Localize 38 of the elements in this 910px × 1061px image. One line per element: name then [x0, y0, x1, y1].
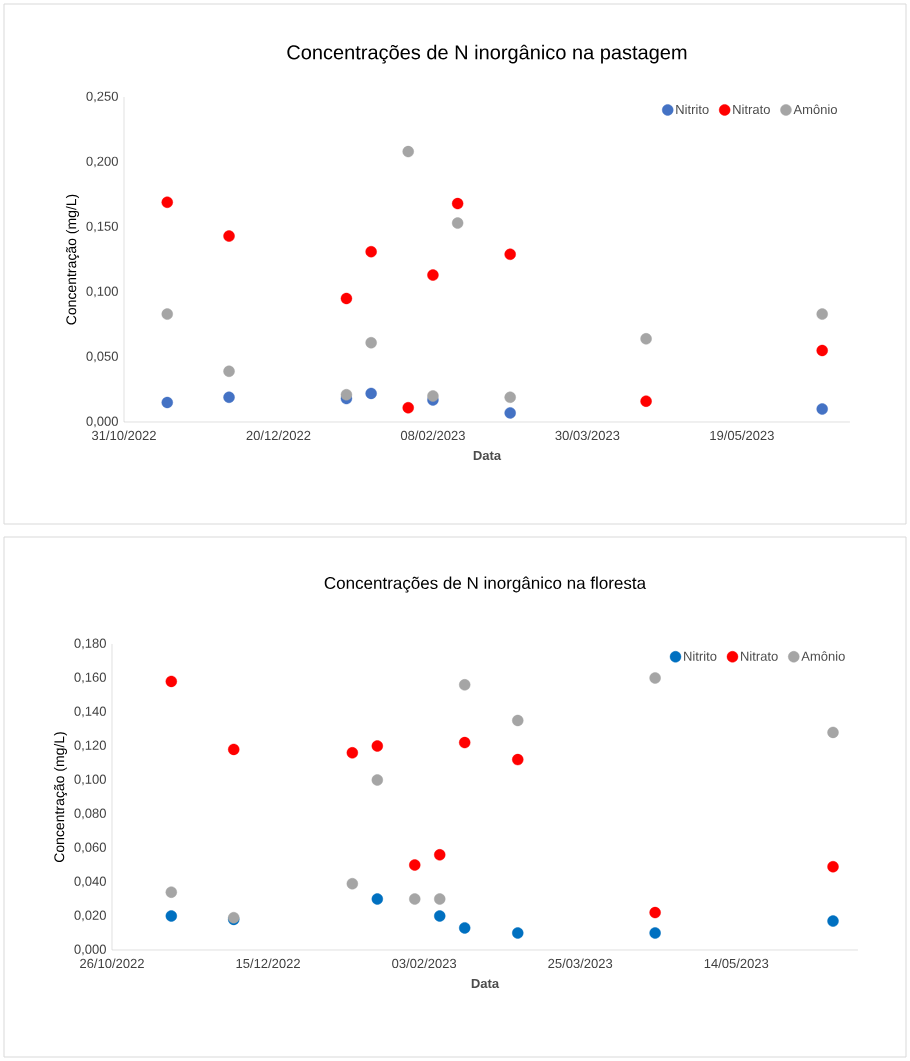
x-axis-title: Data — [473, 450, 502, 461]
y-tick-label: 0,050 — [86, 351, 118, 363]
legend-label: Nitrito — [684, 651, 717, 661]
x-tick-label: 25/03/2023 — [548, 958, 613, 969]
chart-title: Concentrações de N inorgânico na floresta — [324, 576, 647, 593]
x-tick-label: 15/12/2022 — [236, 958, 300, 969]
y-axis-title: Concentração (mg/L) — [65, 194, 80, 325]
y-axis-title: Concentração (mg/L) — [53, 732, 68, 863]
y-tick-label: 0,140 — [74, 706, 106, 718]
legend-label: Amônio — [793, 104, 837, 115]
x-tick-label: 19/05/2023 — [710, 430, 774, 441]
x-tick-label: 03/02/2023 — [392, 958, 457, 969]
legend-label: Amônio — [801, 651, 845, 661]
y-tick-label: 0,080 — [74, 808, 106, 820]
x-tick-label: 20/12/2022 — [246, 430, 311, 441]
y-tick-label: 0,150 — [86, 221, 118, 233]
y-tick-label: 0,040 — [74, 876, 106, 888]
x-tick-label: 26/10/2022 — [80, 958, 144, 969]
y-tick-label: 0,180 — [74, 638, 106, 650]
chart-title: Concentrações de N inorgânico na pastagem — [287, 44, 687, 64]
y-tick-label: 0,160 — [74, 672, 106, 684]
y-tick-label: 0,100 — [74, 774, 106, 786]
x-tick-label: 31/10/2022 — [91, 430, 156, 441]
x-tick-label: 14/05/2023 — [704, 958, 769, 969]
y-tick-label: 0,060 — [74, 842, 106, 854]
x-tick-label: 08/02/2023 — [400, 430, 465, 441]
legend-label: Nitrito — [676, 104, 709, 115]
y-tick-label: 0,020 — [74, 910, 106, 922]
x-axis-title: Data — [471, 978, 500, 989]
y-tick-label: 0,000 — [86, 416, 118, 428]
y-tick-label: 0,250 — [86, 91, 118, 103]
y-tick-label: 0,120 — [74, 740, 106, 752]
y-tick-label: 0,200 — [86, 156, 118, 168]
y-tick-label: 0,100 — [86, 286, 118, 298]
legend-label: Nitrato — [733, 104, 770, 115]
legend-label: Nitrato — [741, 651, 778, 661]
y-tick-label: 0,000 — [74, 944, 106, 956]
x-tick-label: 30/03/2023 — [555, 430, 620, 441]
